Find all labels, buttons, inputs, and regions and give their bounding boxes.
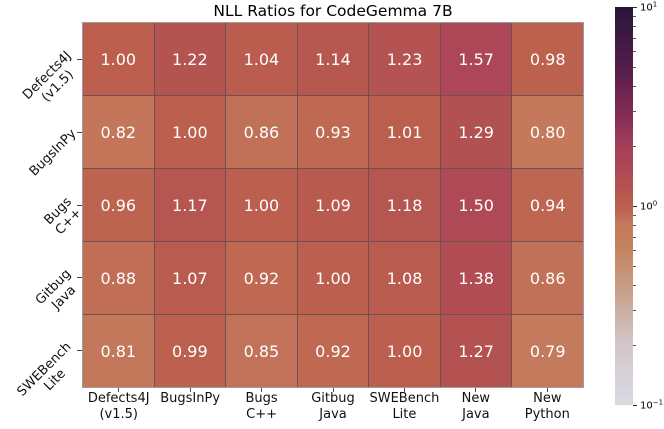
colorbar-minor-tick: [633, 285, 636, 287]
heatmap-cell: 1.29: [440, 96, 512, 168]
heatmap-cell: 1.00: [154, 96, 226, 168]
heatmap-cell: 1.14: [297, 23, 369, 95]
colorbar-gradient: [615, 7, 633, 405]
heatmap-cell: 0.86: [512, 242, 583, 314]
heatmap-cell: 0.92: [226, 242, 297, 314]
heatmap-cell: 1.04: [226, 23, 297, 95]
y-tick-mark: [77, 350, 82, 352]
y-tick-mark: [77, 277, 82, 279]
heatmap-cell: 1.09: [297, 169, 369, 241]
chart-title: NLL Ratios for CodeGemma 7B: [213, 2, 453, 20]
heatmap-cell: 1.08: [369, 242, 440, 314]
heatmap-cell: 1.23: [369, 23, 440, 95]
colorbar-minor-tick: [633, 215, 636, 217]
colorbar-minor-tick: [633, 236, 636, 238]
heatmap-cell: 1.17: [154, 169, 226, 241]
colorbar-minor-tick: [633, 37, 636, 39]
x-axis-label: BugsInPy: [160, 391, 221, 406]
x-tick-mark: [261, 388, 263, 392]
heatmap-cell: 0.93: [297, 96, 369, 168]
heatmap-cell: 1.18: [369, 169, 440, 241]
x-tick-mark: [475, 388, 477, 392]
colorbar-major-tick: [633, 7, 637, 8]
heatmap-cell: 0.86: [226, 96, 297, 168]
x-tick-mark: [546, 388, 548, 392]
x-axis-label: SWEBench Lite: [369, 391, 440, 422]
heatmap-cell: 1.27: [440, 315, 512, 387]
colorbar-minor-tick: [633, 86, 636, 88]
colorbar-minor-tick: [633, 26, 636, 28]
x-tick-mark: [118, 388, 120, 392]
colorbar-major-tick: [633, 405, 637, 406]
y-axis-label: Bugs C++: [0, 173, 84, 237]
y-tick-mark: [77, 204, 82, 206]
colorbar-tick-label: 100: [640, 199, 658, 213]
heatmap-cell: 1.00: [297, 242, 369, 314]
y-axis-label: BugsInPy: [0, 100, 80, 179]
colorbar-minor-tick: [633, 225, 636, 227]
heatmap-cell: 0.81: [83, 315, 154, 387]
x-axis-label: Bugs C++: [245, 391, 278, 422]
heatmap-cell: 1.00: [369, 315, 440, 387]
heatmap-cell: 0.88: [83, 242, 154, 314]
colorbar-minor-tick: [633, 146, 636, 148]
x-axis-label: New Java: [461, 391, 491, 422]
y-axis-label-text: Gitbug Java: [33, 266, 80, 313]
y-axis-label-text: BugsInPy: [26, 126, 80, 180]
heatmap-cell: 0.98: [512, 23, 583, 95]
y-axis-label: Defects4J (v1.5): [0, 27, 76, 104]
heatmap-cell: 0.92: [297, 315, 369, 387]
colorbar-minor-tick: [633, 310, 636, 312]
heatmap-cell: 0.82: [83, 96, 154, 168]
x-tick-mark: [332, 388, 334, 392]
y-axis-label: SWEBench Lite: [0, 319, 75, 400]
colorbar-tick-label: 101: [640, 0, 658, 14]
heatmap-cell: 1.00: [83, 23, 154, 95]
x-axis-label: Defects4J (v1.5): [87, 391, 150, 422]
x-axis-label: Gitbug Java: [311, 391, 355, 422]
heatmap-cell: 0.79: [512, 315, 583, 387]
colorbar-minor-tick: [633, 111, 636, 113]
y-tick-mark: [77, 58, 82, 60]
heatmap-cell: 1.07: [154, 242, 226, 314]
x-tick-mark: [189, 388, 191, 392]
colorbar-minor-tick: [633, 16, 636, 18]
y-axis-label-text: Bugs C++: [41, 194, 85, 238]
heatmap-cell: 1.38: [440, 242, 512, 314]
heatmap-cell: 0.85: [226, 315, 297, 387]
x-tick-mark: [403, 388, 405, 392]
heatmap-cell: 0.94: [512, 169, 583, 241]
heatmap-cell: 0.80: [512, 96, 583, 168]
y-axis-label: Gitbug Java: [0, 246, 79, 313]
x-axis-label: New Python: [524, 391, 570, 422]
colorbar-minor-tick: [633, 51, 636, 53]
heatmap-cell: 0.99: [154, 315, 226, 387]
colorbar-minor-tick: [633, 345, 636, 347]
colorbar-major-tick: [633, 206, 637, 207]
heatmap-cell: 1.57: [440, 23, 512, 95]
heatmap-cell: 1.01: [369, 96, 440, 168]
heatmap-cell: 0.96: [83, 169, 154, 241]
colorbar-minor-tick: [633, 265, 636, 267]
colorbar-tick-label: 10−1: [640, 398, 664, 412]
colorbar-minor-tick: [633, 66, 636, 68]
y-tick-mark: [77, 131, 82, 133]
y-axis-label-text: Defects4J (v1.5): [20, 48, 77, 105]
heatmap-cell: 1.50: [440, 169, 512, 241]
heatmap-cell: 1.00: [226, 169, 297, 241]
heatmap-cell: 1.22: [154, 23, 226, 95]
colorbar-minor-tick: [633, 250, 636, 252]
heatmap-grid: 1.00 1.22 1.04 1.14 1.23 1.57 0.98 0.82 1.00 0.86…: [82, 22, 584, 388]
